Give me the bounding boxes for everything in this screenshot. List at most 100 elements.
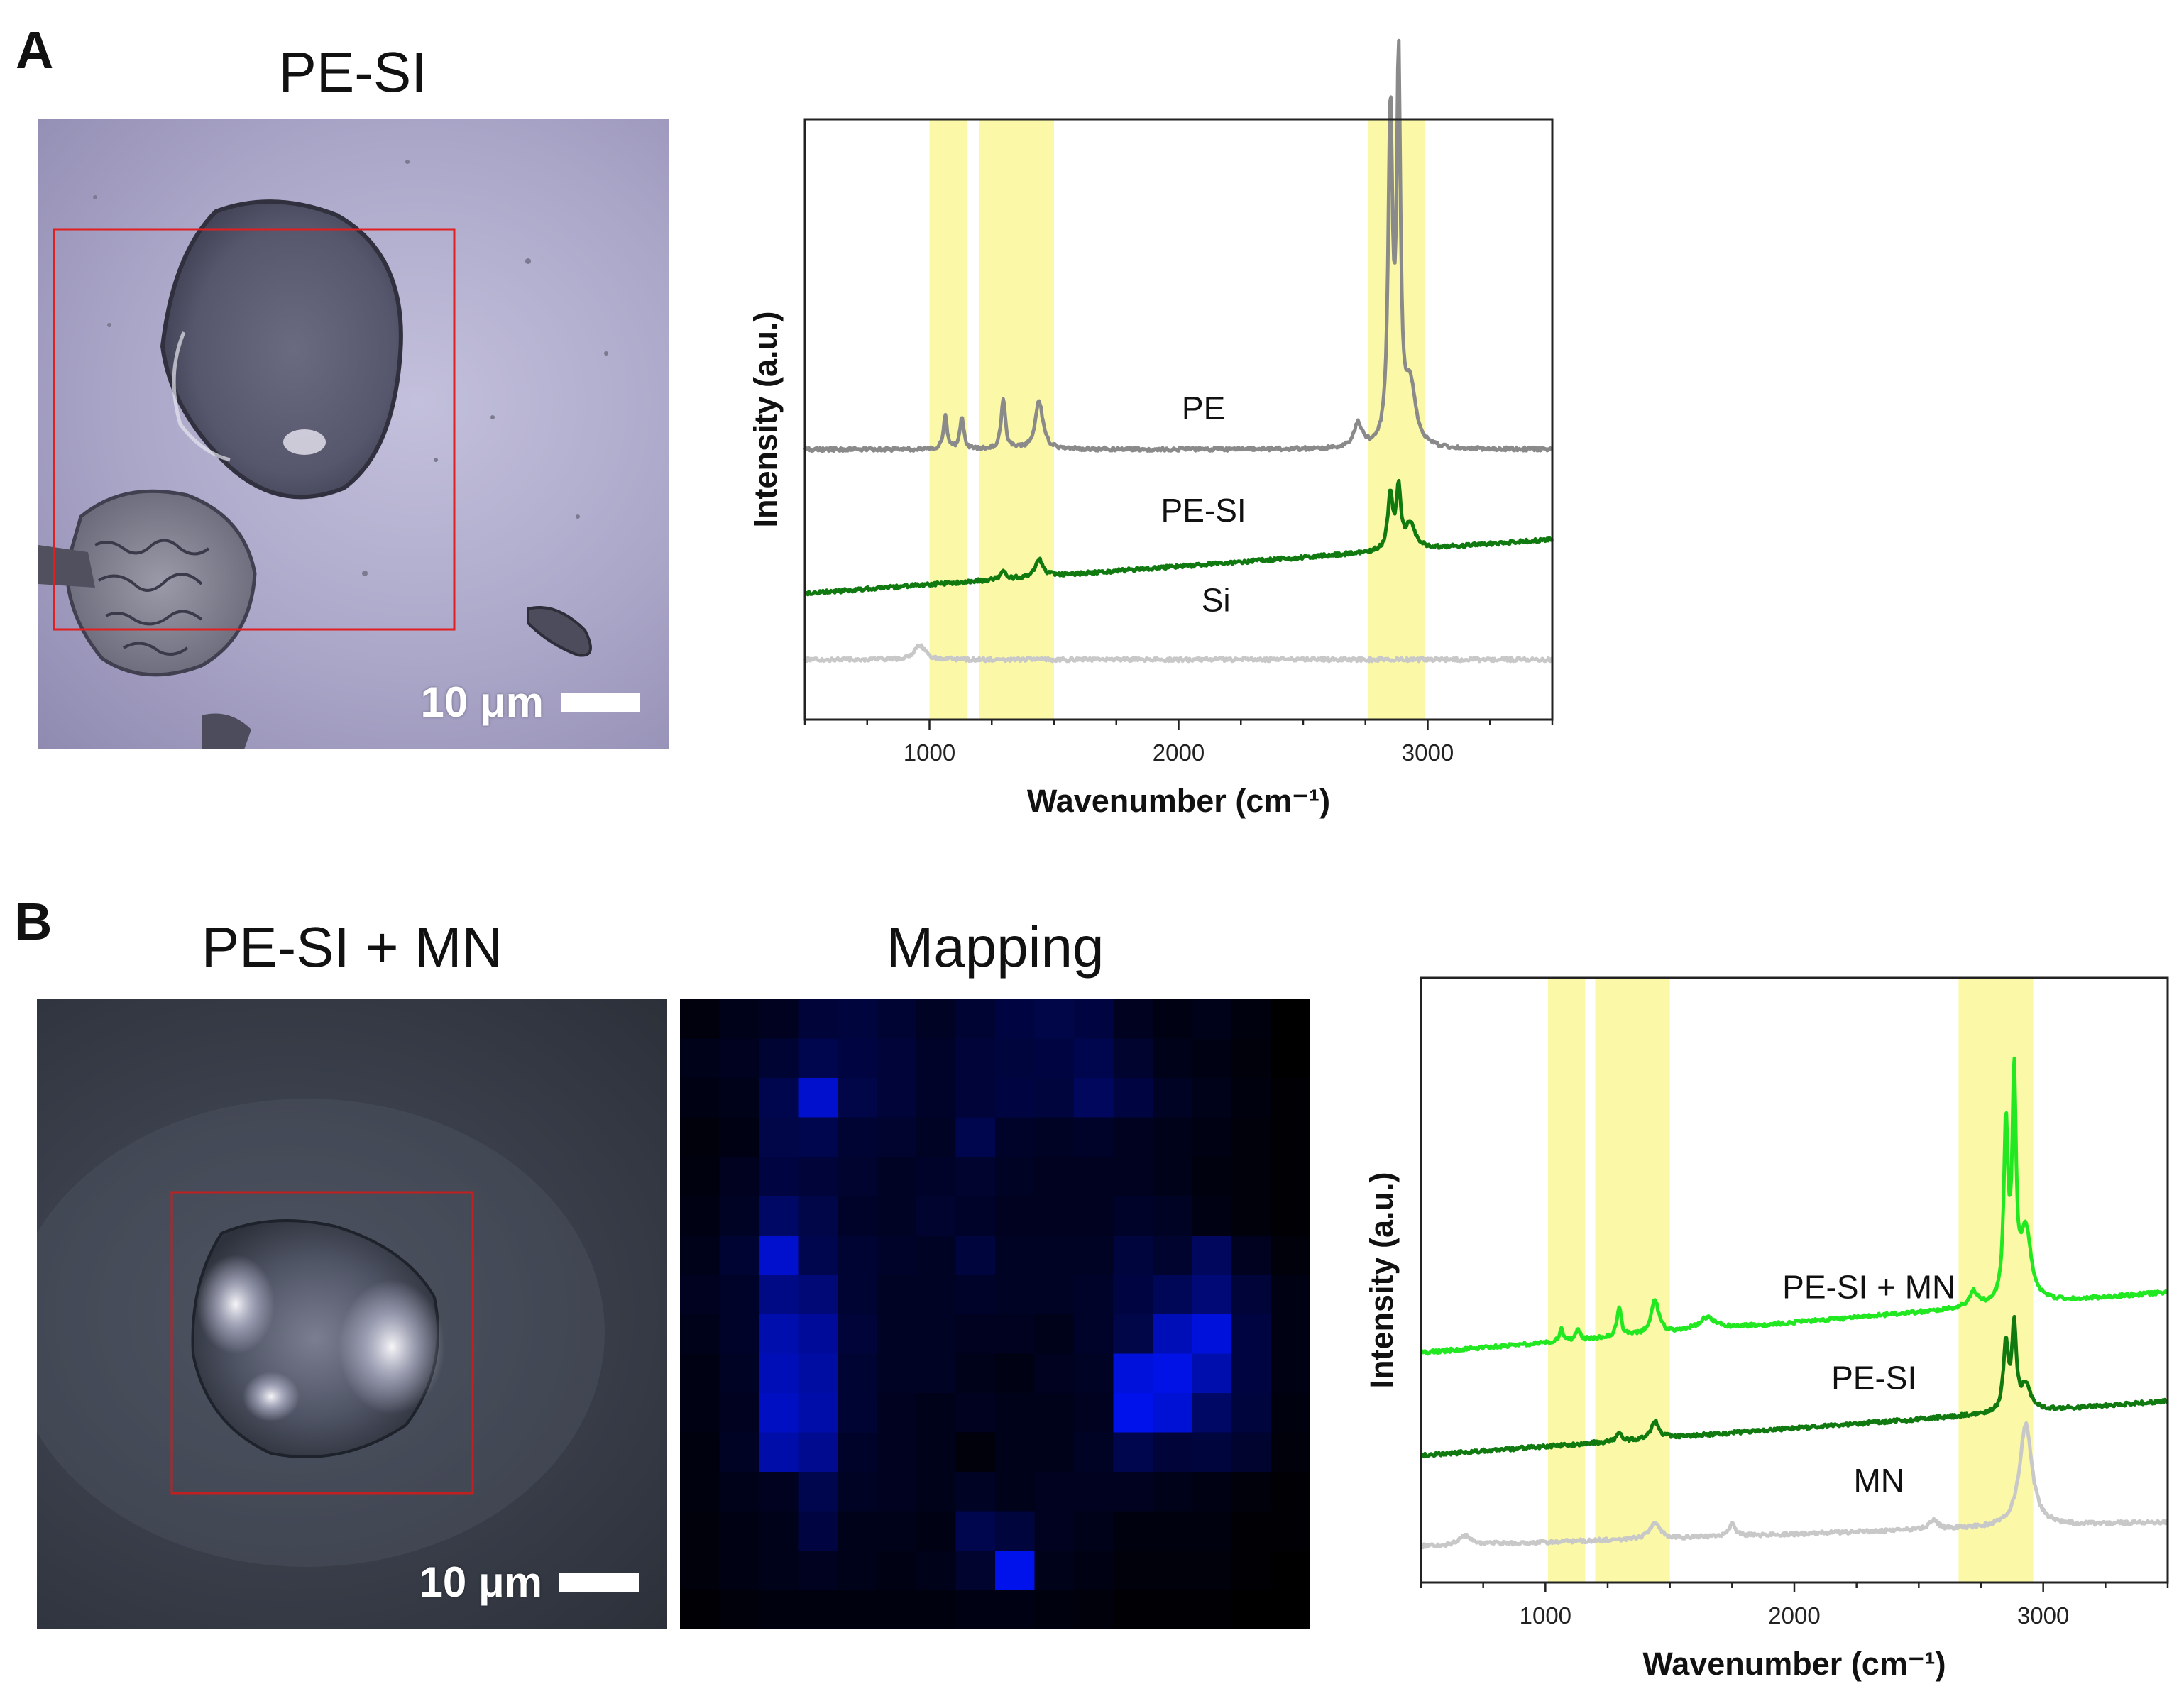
heatmap-cell	[719, 1393, 759, 1433]
heatmap-cell	[838, 1196, 877, 1236]
heatmap-cell	[759, 1078, 799, 1118]
heatmap-cell	[995, 1472, 1035, 1512]
heatmap-cell	[719, 1157, 759, 1196]
heatmap-cell	[680, 1472, 720, 1512]
heatmap-cell	[1231, 1314, 1271, 1354]
heatmap-cell	[759, 1551, 799, 1590]
heatmap-cell	[1074, 1472, 1114, 1512]
heatmap-cell	[1034, 999, 1075, 1039]
heatmap-cell	[1153, 1393, 1192, 1433]
heatmap-cell	[680, 1432, 720, 1473]
heatmap-cell	[1074, 1314, 1114, 1354]
heatmap-cell	[916, 1551, 956, 1590]
heatmap-cell	[1034, 1038, 1075, 1079]
heatmap-cell	[759, 1472, 799, 1512]
panel-a-label: A	[16, 21, 54, 79]
heatmap-cell	[1034, 1511, 1075, 1551]
heatmap-cell	[680, 1117, 720, 1157]
heatmap-cell	[1113, 999, 1153, 1039]
heatmap-cell	[719, 1314, 759, 1354]
heatmap-cell	[1192, 1196, 1232, 1236]
heatmap-cell	[838, 1472, 877, 1512]
heatmap-cell	[1231, 1038, 1271, 1079]
heatmap-cell	[955, 1511, 996, 1551]
crinkled-particle	[65, 489, 257, 677]
heatmap-cell	[995, 1275, 1035, 1315]
y-axis-title: Intensity (a.u.)	[1363, 1172, 1400, 1388]
heatmap-cell	[1192, 1157, 1232, 1196]
heatmap-cell	[955, 1393, 996, 1433]
heatmap-cell	[798, 1432, 838, 1473]
heatmap-cell	[1271, 1117, 1310, 1157]
heatmap-cell	[1231, 1275, 1271, 1315]
heatmap-cell	[1271, 1511, 1310, 1551]
heatmap-cell	[680, 1314, 720, 1354]
heatmap-cell	[1113, 1551, 1153, 1590]
heatmap-cell	[877, 1432, 917, 1473]
heatmap-cell	[1153, 1353, 1192, 1394]
heatmap-cell	[1153, 1117, 1192, 1157]
heatmap-cell	[1271, 999, 1310, 1039]
scale-bar-b-label: 10 μm	[419, 1558, 542, 1606]
heatmap-cell	[1034, 1236, 1075, 1275]
heatmap-cell	[916, 1117, 956, 1157]
heatmap-cell	[719, 1038, 759, 1079]
x-tick-label: 3000	[2017, 1602, 2069, 1629]
heatmap-cell	[719, 1078, 759, 1118]
particle-illustration-b	[37, 1099, 605, 1567]
heatmap-cell	[1113, 1393, 1153, 1433]
heatmap-cell	[1153, 1590, 1192, 1629]
heatmap-cell	[1192, 1236, 1232, 1275]
series-line	[1419, 1421, 2170, 1550]
series-line	[1419, 1056, 2169, 1356]
heatmap-cell	[995, 1117, 1035, 1157]
heatmap-cell	[759, 1432, 799, 1473]
heatmap-cell	[995, 1590, 1035, 1629]
x-tick-label: 3000	[1402, 739, 1454, 766]
heatmap-cell	[1231, 1551, 1271, 1590]
heatmap-cell	[838, 1551, 877, 1590]
heatmap-cell	[1034, 1353, 1075, 1394]
series-label: PE	[1182, 390, 1225, 426]
heatmap-cell	[1074, 1511, 1114, 1551]
scale-bar-a: 10 μm	[421, 678, 640, 727]
heatmap-cell	[995, 1551, 1035, 1590]
heatmap-cell	[877, 1314, 917, 1354]
heatmap-cell	[1231, 1078, 1271, 1118]
heatmap-cell	[759, 1314, 799, 1354]
x-tick-label: 2000	[1768, 1602, 1820, 1629]
heatmap-cell	[1271, 1236, 1310, 1275]
heatmap-cell	[1153, 1432, 1192, 1473]
heatmap-cell	[877, 1551, 917, 1590]
heatmap-cell	[995, 1393, 1035, 1433]
heatmap-cell	[1153, 1236, 1192, 1275]
mapping-region-box-b	[170, 1191, 474, 1495]
heatmap-cell	[1192, 1314, 1232, 1354]
heatmap-cell	[759, 1196, 799, 1236]
heatmap-cell	[838, 1236, 877, 1275]
heatmap-cell	[1153, 1078, 1192, 1118]
heatmap-cell	[1271, 1393, 1310, 1433]
heatmap-cell	[1074, 1038, 1114, 1079]
heatmap-cell	[877, 1117, 917, 1157]
heatmap-cell	[1074, 1393, 1114, 1433]
heatmap-cell	[1231, 1196, 1271, 1236]
heatmap-cell	[838, 1314, 877, 1354]
heatmap-cell	[719, 1432, 759, 1473]
heatmap-cell	[995, 1314, 1035, 1354]
heatmap-cell	[1192, 999, 1232, 1039]
heatmap-cell	[1192, 1117, 1232, 1157]
heatmap-cell	[955, 1236, 996, 1275]
heatmap-cell	[1192, 1432, 1232, 1473]
heatmap-cell	[1271, 1590, 1310, 1629]
heatmap-cell	[719, 1353, 759, 1394]
heatmap-cell	[719, 1551, 759, 1590]
heatmap-cell	[916, 1157, 956, 1196]
heatmap-cell	[1113, 1314, 1153, 1354]
heatmap-cell	[1271, 1432, 1310, 1473]
raman-mapping-heatmap	[680, 999, 1310, 1629]
heatmap-cell	[955, 1551, 996, 1590]
highlight-band	[1958, 978, 2034, 1583]
x-axis-title: Wavenumber (cm⁻¹)	[1642, 1646, 1946, 1682]
heatmap-cell	[877, 1196, 917, 1236]
